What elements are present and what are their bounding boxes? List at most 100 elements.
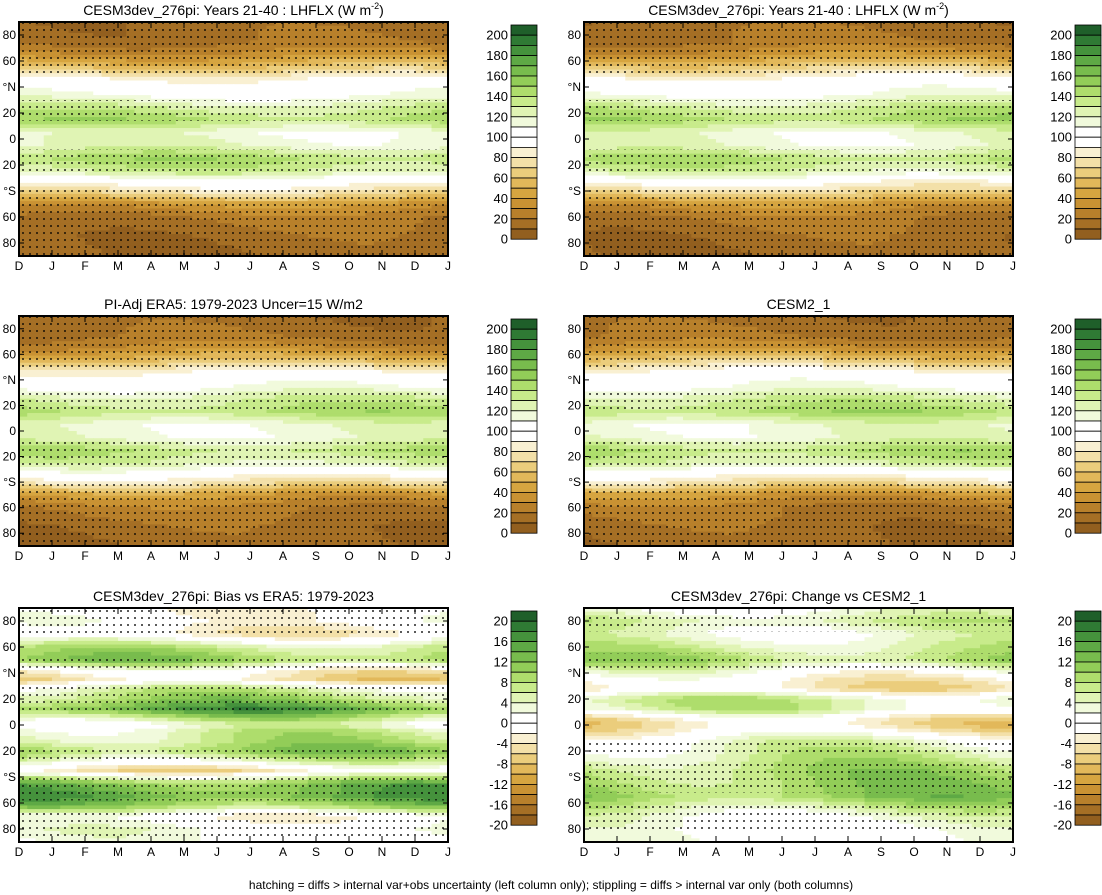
heatmap-cell	[716, 80, 725, 85]
heatmap-cell	[85, 87, 94, 93]
heatmap-cell	[716, 120, 725, 125]
heatmap-cell	[134, 179, 144, 184]
heatmap-cell	[914, 124, 923, 129]
heatmap-cell	[922, 95, 932, 100]
heatmap-cell	[914, 128, 923, 133]
heatmap-cell	[930, 120, 940, 125]
heatmap-cell	[592, 95, 602, 100]
heatmap-cell	[971, 84, 981, 89]
heatmap-cell	[848, 128, 857, 133]
heatmap-cell	[35, 80, 45, 85]
heatmap-cell	[658, 80, 668, 85]
heatmap-cell	[406, 128, 416, 133]
heatmap-cell	[881, 87, 890, 93]
heatmap-cell	[996, 124, 1006, 129]
heatmap-cell	[382, 76, 391, 82]
heatmap-cell	[707, 84, 717, 89]
heatmap-cell	[848, 80, 857, 85]
heatmap-cell	[641, 120, 651, 125]
heatmap-cell	[823, 95, 833, 100]
panel-1: CESM3dev_276pi: Years 21-40 : LHFLX (W m…	[3, 1, 538, 273]
heatmap-cell	[283, 124, 292, 129]
heatmap-cell	[332, 120, 342, 125]
heatmap-cell	[101, 84, 111, 89]
heatmap-cell	[382, 142, 391, 147]
heatmap-cell	[740, 80, 750, 85]
heatmap-cell	[625, 124, 635, 129]
heatmap-cell	[241, 120, 251, 125]
heatmap-cell	[390, 131, 400, 136]
heatmap-cell	[250, 124, 259, 129]
heatmap-cell	[126, 80, 136, 85]
heatmap-cell	[208, 124, 218, 129]
heatmap-cell	[93, 179, 103, 184]
heatmap-cell	[980, 120, 989, 125]
heatmap-cell	[76, 139, 86, 144]
heatmap-cell	[192, 120, 202, 125]
heatmap-cell	[241, 87, 251, 93]
heatmap-cell	[365, 91, 375, 96]
colorbar-swatch	[510, 85, 538, 97]
heatmap-cell	[905, 87, 915, 93]
heatmap-cell	[159, 139, 169, 144]
heatmap-cell	[192, 87, 202, 93]
heatmap-cell	[225, 91, 235, 96]
heatmap-cell	[208, 80, 218, 85]
heatmap-cell	[930, 124, 940, 129]
heatmap-cell	[35, 84, 45, 89]
heatmap-cell	[151, 146, 160, 151]
heatmap-cell	[60, 120, 70, 125]
heatmap-cell	[398, 142, 408, 147]
heatmap-cell	[332, 76, 342, 82]
heatmap-cell	[217, 128, 226, 133]
heatmap-cell	[19, 76, 28, 82]
heatmap-cell	[142, 76, 152, 82]
heatmap-cell	[716, 95, 725, 100]
heatmap-cell	[683, 87, 692, 93]
heatmap-cell	[831, 128, 841, 133]
heatmap-cell	[332, 146, 342, 151]
heatmap-cell	[134, 80, 144, 85]
heatmap-cell	[650, 120, 659, 125]
heatmap-cell	[316, 91, 325, 96]
heatmap-cell	[68, 84, 78, 89]
heatmap-cell	[19, 128, 28, 133]
heatmap-cell	[217, 80, 226, 85]
heatmap-cell	[299, 84, 309, 89]
heatmap-cell	[732, 76, 742, 82]
heatmap-cell	[27, 131, 37, 136]
heatmap-cell	[691, 87, 701, 93]
heatmap-cell	[406, 76, 416, 82]
heatmap-cell	[732, 91, 742, 96]
heatmap-cell	[208, 135, 218, 140]
colorbar-swatch	[510, 187, 538, 199]
heatmap-cell	[658, 91, 668, 96]
heatmap-cell	[757, 76, 767, 82]
heatmap-cell	[175, 87, 185, 93]
heatmap-cell	[134, 182, 144, 188]
heatmap-cell	[266, 124, 276, 129]
heatmap-cell	[101, 120, 111, 125]
heatmap-cell	[241, 135, 251, 140]
heatmap-cell	[600, 76, 610, 82]
heatmap-cell	[76, 182, 86, 188]
heatmap-cell	[175, 128, 185, 133]
heatmap-cell	[192, 84, 202, 89]
heatmap-cell	[283, 142, 292, 147]
heatmap-cell	[126, 146, 136, 151]
heatmap-cell	[955, 84, 965, 89]
heatmap-cell	[225, 80, 235, 85]
heatmap-cell	[316, 124, 325, 129]
heatmap-cell	[625, 87, 635, 93]
heatmap-cell	[217, 87, 226, 93]
heatmap-cell	[184, 131, 193, 136]
heatmap-cell	[19, 139, 28, 144]
heatmap-cell	[798, 87, 808, 93]
heatmap-cell	[955, 80, 965, 85]
heatmap-cell	[101, 124, 111, 129]
heatmap-cell	[938, 91, 948, 96]
heatmap-cell	[299, 182, 309, 188]
heatmap-cell	[233, 84, 243, 89]
heatmap-cell	[641, 124, 651, 129]
heatmap-cell	[732, 120, 742, 125]
